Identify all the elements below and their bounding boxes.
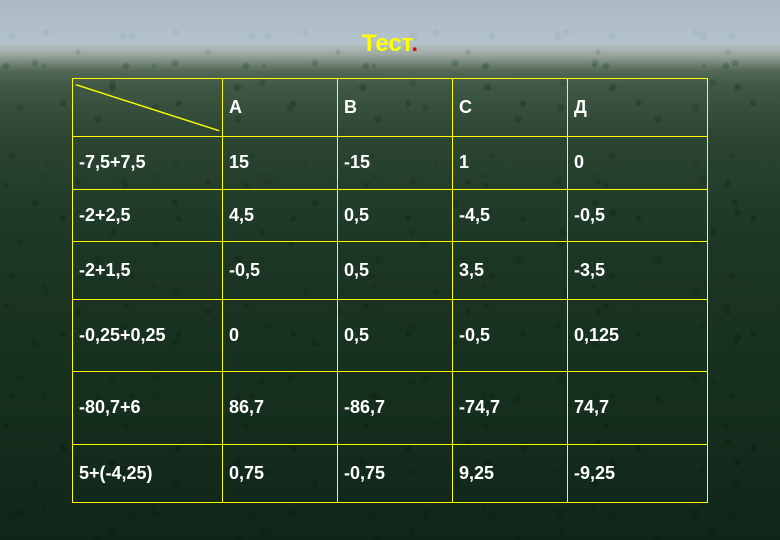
- diagonal-header-cell: [73, 79, 223, 137]
- table-cell: 0,5: [338, 241, 453, 299]
- table-cell: 0,5: [338, 300, 453, 372]
- quiz-table-body: АВСД-7,5+7,515-1510-2+2,54,50,5-4,5-0,5-…: [73, 79, 708, 503]
- slide-background: Тест. АВСД-7,5+7,515-1510-2+2,54,50,5-4,…: [0, 0, 780, 540]
- quiz-table: АВСД-7,5+7,515-1510-2+2,54,50,5-4,5-0,5-…: [72, 78, 708, 503]
- column-header: С: [453, 79, 568, 137]
- table-cell: 0,125: [568, 300, 708, 372]
- table-row: -2+1,5-0,50,53,5-3,5: [73, 241, 708, 299]
- table-cell: 4,5: [223, 189, 338, 241]
- table-cell: -86,7: [338, 372, 453, 444]
- table-cell: 74,7: [568, 372, 708, 444]
- table-cell: -74,7: [453, 372, 568, 444]
- table-row: -80,7+686,7-86,7-74,774,7: [73, 372, 708, 444]
- row-label: -2+1,5: [73, 241, 223, 299]
- row-label: -2+2,5: [73, 189, 223, 241]
- row-label: -0,25+0,25: [73, 300, 223, 372]
- table-row: -7,5+7,515-1510: [73, 137, 708, 189]
- table-cell: -0,5: [568, 189, 708, 241]
- table-cell: -0,75: [338, 444, 453, 503]
- row-label: 5+(-4,25): [73, 444, 223, 503]
- table-cell: 0: [568, 137, 708, 189]
- table-cell: 3,5: [453, 241, 568, 299]
- table-cell: 0,75: [223, 444, 338, 503]
- table-cell: -0,5: [453, 300, 568, 372]
- table-cell: 1: [453, 137, 568, 189]
- table-cell: -15: [338, 137, 453, 189]
- column-header: В: [338, 79, 453, 137]
- row-label: -7,5+7,5: [73, 137, 223, 189]
- table-cell: -0,5: [223, 241, 338, 299]
- slide-title: Тест.: [0, 30, 780, 58]
- title-dot: .: [411, 30, 418, 57]
- table-row: -2+2,54,50,5-4,5-0,5: [73, 189, 708, 241]
- title-text: Тест: [362, 30, 412, 57]
- table-cell: 15: [223, 137, 338, 189]
- table-cell: -4,5: [453, 189, 568, 241]
- table-row: -0,25+0,2500,5-0,50,125: [73, 300, 708, 372]
- table-cell: 0,5: [338, 189, 453, 241]
- table-cell: -3,5: [568, 241, 708, 299]
- table-cell: -9,25: [568, 444, 708, 503]
- row-label: -80,7+6: [73, 372, 223, 444]
- table-cell: 0: [223, 300, 338, 372]
- table-cell: 86,7: [223, 372, 338, 444]
- table-cell: 9,25: [453, 444, 568, 503]
- column-header: Д: [568, 79, 708, 137]
- column-header: А: [223, 79, 338, 137]
- table-row: 5+(-4,25)0,75-0,759,25-9,25: [73, 444, 708, 503]
